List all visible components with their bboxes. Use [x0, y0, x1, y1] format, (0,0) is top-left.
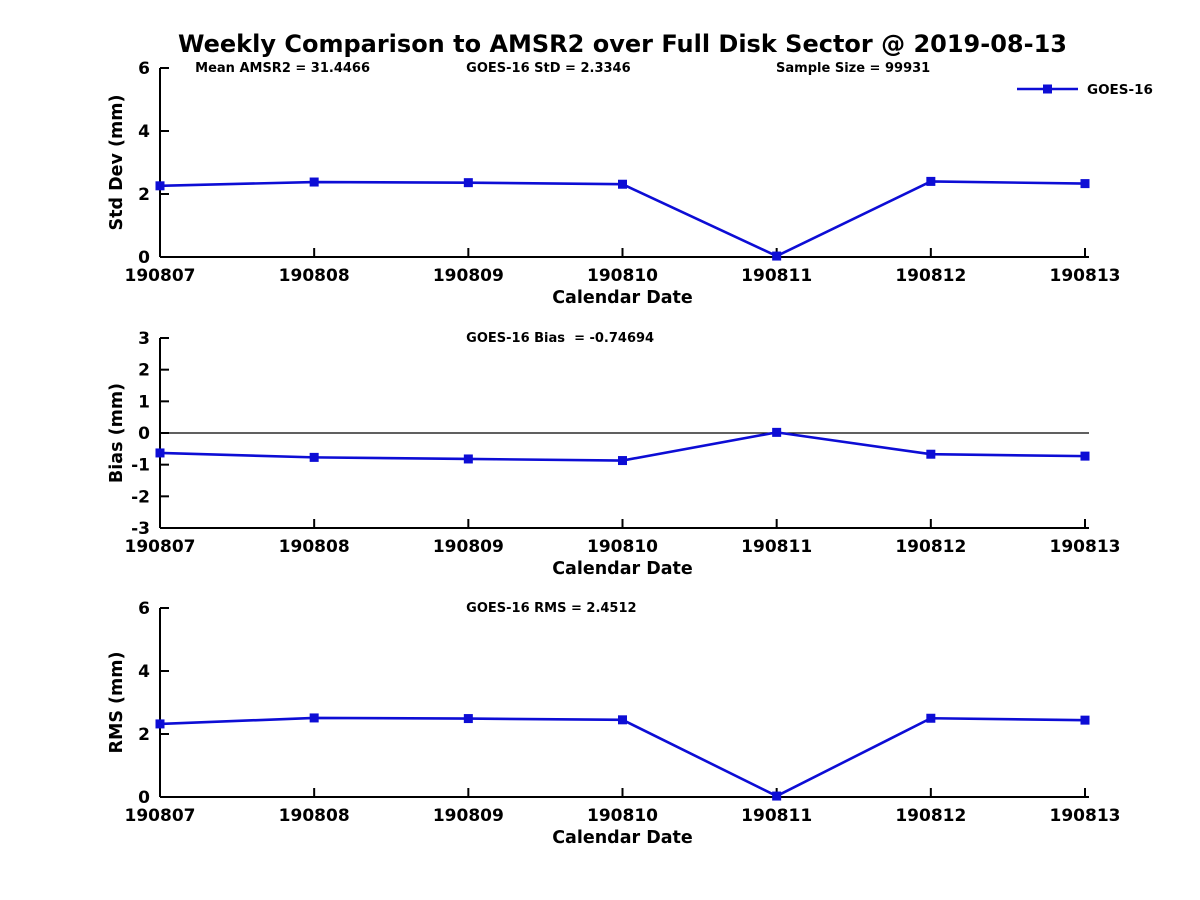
x-tick-label: 190811 — [741, 806, 812, 826]
y-tick-label: 6 — [138, 59, 150, 79]
data-point-marker — [309, 713, 319, 723]
data-point-marker — [1080, 715, 1090, 725]
panel-annotation: GOES-16 RMS = 2.4512 — [466, 601, 636, 616]
x-axis-title: Calendar Date — [552, 828, 693, 848]
y-tick-label: 4 — [138, 122, 150, 142]
y-axis-title: Std Dev (mm) — [107, 95, 127, 231]
std-dev-chart: Mean AMSR2 = 31.4466 GOES-16 StD = 2.3346… — [107, 59, 1153, 308]
y-tick-label: 0 — [138, 248, 150, 268]
x-tick-label: 190807 — [125, 537, 196, 557]
legend-label: GOES-16 — [1087, 82, 1153, 98]
y-tick-label: 2 — [138, 185, 150, 205]
y-tick-label: 0 — [138, 424, 150, 444]
x-tick-label: 190808 — [279, 266, 350, 286]
series-line — [159, 716, 1086, 798]
y-tick-label: -3 — [131, 519, 150, 539]
panel-annotation: GOES-16 StD = 2.3346 — [466, 61, 630, 76]
data-point-marker — [1080, 179, 1090, 189]
x-tick-label: 190809 — [433, 806, 504, 826]
x-tick-label: 190813 — [1050, 537, 1121, 557]
data-point-marker — [1080, 451, 1090, 461]
data-point-marker — [155, 181, 165, 191]
panel-annotation: GOES-16 Bias = -0.74694 — [466, 331, 654, 346]
x-tick-label: 190809 — [433, 266, 504, 286]
legend-marker — [1043, 84, 1052, 94]
data-point-marker — [309, 452, 319, 462]
data-point-marker — [618, 715, 627, 725]
data-point-marker — [618, 456, 627, 466]
x-tick-label: 190811 — [741, 266, 812, 286]
data-point-marker — [463, 178, 473, 188]
data-point-marker — [772, 791, 782, 801]
y-tick-label: 0 — [138, 788, 150, 808]
data-point-marker — [772, 251, 782, 261]
rms-chart: GOES-16 RMS = 2.4512 0 2 4 6 190807 190808 1908… — [107, 599, 1121, 848]
x-tick-label: 190812 — [895, 266, 966, 286]
y-tick-label: 3 — [138, 329, 150, 349]
x-tick-label: 190810 — [587, 537, 658, 557]
x-tick-label: 190808 — [279, 537, 350, 557]
data-point-marker — [926, 176, 936, 186]
panel-annotation: Sample Size = 99931 — [776, 61, 930, 76]
x-tick-label: 190812 — [895, 537, 966, 557]
x-tick-label: 190810 — [587, 266, 658, 286]
series-line — [159, 180, 1086, 258]
x-tick-label: 190807 — [125, 266, 196, 286]
y-tick-label: 6 — [138, 599, 150, 619]
y-tick-label: 2 — [138, 361, 150, 381]
y-tick-label: 4 — [138, 662, 150, 682]
data-point-marker — [926, 713, 936, 723]
data-point-marker — [309, 177, 319, 187]
panel-annotation: Mean AMSR2 = 31.4466 — [195, 61, 370, 76]
x-tick-label: 190810 — [587, 806, 658, 826]
x-tick-label: 190813 — [1050, 806, 1121, 826]
data-point-marker — [618, 179, 627, 189]
page-title: Weekly Comparison to AMSR2 over Full Dis… — [178, 30, 1067, 58]
y-axis-title: RMS (mm) — [107, 651, 127, 753]
data-point-marker — [772, 427, 782, 437]
data-point-marker — [926, 449, 936, 459]
data-point-marker — [463, 714, 473, 724]
y-axis-title: Bias (mm) — [107, 383, 127, 483]
x-tick-label: 190809 — [433, 537, 504, 557]
y-tick-label: 2 — [138, 725, 150, 745]
x-axis-title: Calendar Date — [552, 559, 693, 579]
y-tick-label: -2 — [131, 487, 150, 507]
y-tick-label: 1 — [138, 392, 150, 412]
data-point-marker — [155, 719, 165, 729]
x-axis-title: Calendar Date — [552, 288, 693, 308]
data-point-marker — [155, 448, 165, 458]
y-tick-label: -1 — [131, 456, 150, 476]
x-tick-label: 190807 — [125, 806, 196, 826]
x-tick-label: 190811 — [741, 537, 812, 557]
data-point-marker — [463, 454, 473, 464]
x-tick-label: 190808 — [279, 806, 350, 826]
x-tick-label: 190812 — [895, 806, 966, 826]
x-tick-label: 190813 — [1050, 266, 1121, 286]
